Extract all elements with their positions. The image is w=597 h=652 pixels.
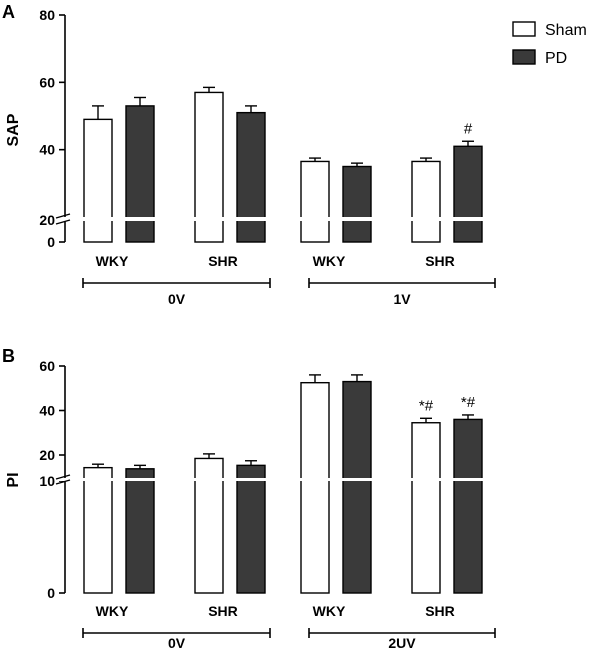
bar-sham-wky: [83, 118, 113, 243]
category-label: WKY: [313, 253, 346, 269]
bar-sham-wky: [300, 160, 330, 243]
y-tick-label: 40: [39, 142, 55, 158]
axis-break-band: [58, 478, 505, 481]
category-label: WKY: [96, 603, 129, 619]
y-tick-label: 10: [39, 473, 55, 489]
y-tick-label: 20: [39, 212, 55, 228]
group-label: 1V: [393, 291, 411, 307]
y-tick-label: 20: [39, 447, 55, 463]
y-axis-label: SAP: [5, 113, 22, 146]
significance-marker: #: [464, 120, 473, 137]
category-label: WKY: [313, 603, 346, 619]
bar-sham-shr: [411, 422, 441, 594]
bar-pd-shr: [453, 418, 483, 594]
axis-break-mark: [55, 474, 71, 480]
category-label: WKY: [96, 253, 129, 269]
bar-pd-wky: [342, 380, 372, 594]
bar-pd-shr: [236, 111, 266, 243]
significance-marker: *#: [461, 394, 476, 411]
legend-label: Sham: [545, 22, 587, 39]
panel-label: B: [2, 346, 15, 366]
legend-swatch-pd: [512, 49, 536, 65]
group-label: 0V: [168, 291, 186, 307]
group-label: 2UV: [388, 635, 416, 651]
bar-pd-wky: [125, 468, 155, 594]
bar-pd-wky: [125, 105, 155, 243]
bar-pd-shr: [453, 145, 483, 243]
significance-marker: *#: [419, 397, 434, 414]
y-tick-label: 0: [47, 585, 55, 601]
y-axis-label: PI: [5, 472, 22, 487]
category-label: SHR: [425, 603, 455, 619]
axis-break-band: [58, 217, 505, 221]
category-label: SHR: [208, 253, 238, 269]
y-tick-label: 60: [39, 358, 55, 374]
bar-pd-shr: [236, 464, 266, 594]
y-tick-label: 80: [39, 7, 55, 23]
category-label: SHR: [208, 603, 238, 619]
panel-label: A: [2, 2, 15, 22]
bar-sham-wky: [83, 466, 113, 594]
axis-break-mark: [55, 213, 71, 219]
y-tick-label: 40: [39, 403, 55, 419]
bar-sham-shr: [411, 160, 441, 243]
axis-break-mark: [55, 479, 71, 485]
bar-sham-wky: [300, 381, 330, 594]
y-tick-label: 60: [39, 74, 55, 90]
axis-break-mark: [55, 219, 71, 225]
legend-swatch-sham: [512, 21, 536, 37]
y-tick-label: 0: [47, 234, 55, 250]
group-label: 0V: [168, 635, 186, 651]
bar-pd-wky: [342, 165, 372, 243]
legend-label: PD: [545, 50, 567, 67]
category-label: SHR: [425, 253, 455, 269]
